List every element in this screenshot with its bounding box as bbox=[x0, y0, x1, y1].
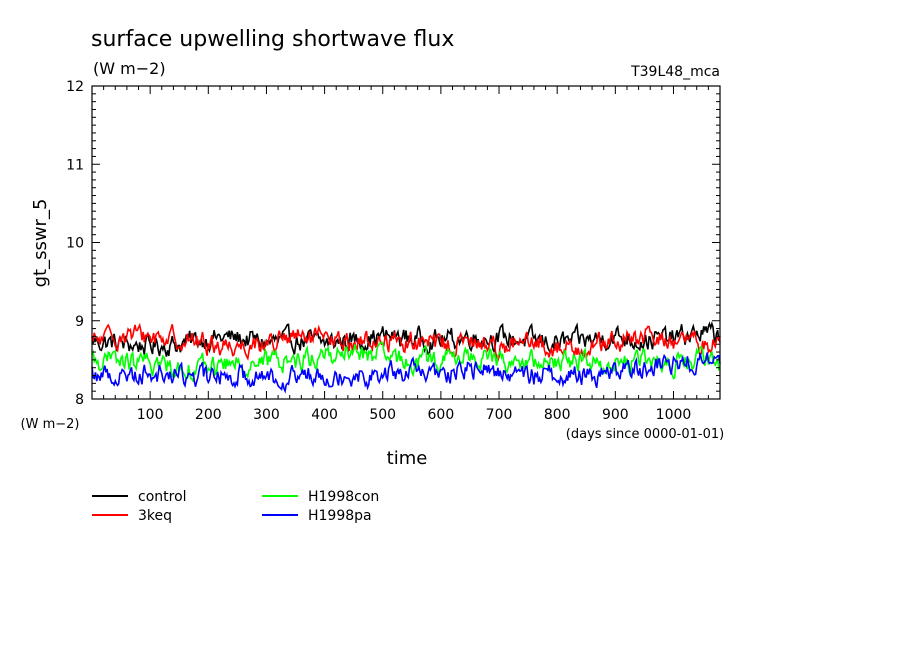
x-tick-label: 300 bbox=[253, 407, 280, 423]
run-label: T39L48_mca bbox=[630, 64, 720, 80]
chart-title: surface upwelling shortwave flux bbox=[91, 27, 454, 52]
x-tick-label: 600 bbox=[428, 407, 455, 423]
y-tick-label: 9 bbox=[75, 314, 84, 330]
y-tick-label: 12 bbox=[66, 79, 84, 95]
legend-label-control: control bbox=[138, 489, 187, 505]
x-tick-label: 800 bbox=[544, 407, 571, 423]
plot-area: 100 200 300 400 500 600 700 800 900 1000 8 9 10 11 12 bbox=[66, 79, 721, 423]
y-axis-units: (W m−2) bbox=[21, 417, 80, 432]
series-line-3keq bbox=[91, 322, 721, 363]
series-line-h1998pa bbox=[91, 352, 721, 394]
y-tick-label: 11 bbox=[66, 157, 84, 173]
x-axis-note: (days since 0000-01-01) bbox=[566, 427, 724, 442]
x-tick-label: 900 bbox=[602, 407, 629, 423]
x-tick-label: 100 bbox=[137, 407, 164, 423]
y-tick-label: 10 bbox=[66, 236, 84, 252]
legend-label-h1998con: H1998con bbox=[308, 489, 379, 505]
series-line-h1998con bbox=[91, 340, 721, 382]
plot-frame bbox=[91, 85, 721, 400]
y-tick-label: 8 bbox=[75, 392, 84, 408]
x-axis-label: time bbox=[387, 448, 428, 469]
legend-label-h1998pa: H1998pa bbox=[308, 508, 372, 524]
chart-units: (W m−2) bbox=[93, 59, 166, 78]
x-tick-label: 700 bbox=[486, 407, 513, 423]
legend: control 3keq H1998con H1998pa bbox=[92, 489, 379, 524]
y-axis-label: gt_sswr_5 bbox=[30, 199, 51, 288]
legend-label-3keq: 3keq bbox=[138, 508, 172, 524]
x-tick-label: 500 bbox=[369, 407, 396, 423]
x-tick-label: 400 bbox=[311, 407, 338, 423]
x-tick-label: 200 bbox=[195, 407, 222, 423]
x-tick-label: 1000 bbox=[656, 407, 692, 423]
